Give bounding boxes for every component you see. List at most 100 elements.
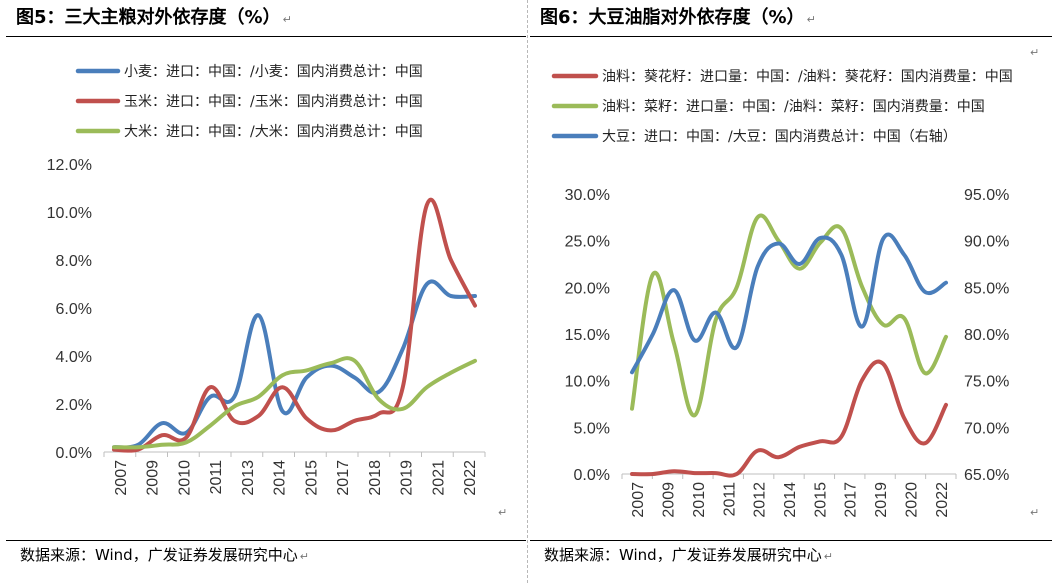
data-point xyxy=(630,370,634,374)
data-point xyxy=(881,362,885,366)
data-point xyxy=(184,436,188,440)
paragraph-mark: ↵ xyxy=(299,550,309,563)
data-point xyxy=(672,288,676,292)
data-point xyxy=(651,332,655,336)
data-point xyxy=(329,428,333,432)
data-point xyxy=(232,395,236,399)
data-point xyxy=(473,359,477,363)
y-tick-label: 15.0% xyxy=(565,327,610,344)
chart-panel-right: 图6：大豆油脂对外依存度（%） ↵ 油料：葵花籽：进口量：中国：/油料：葵花籽：国… xyxy=(530,0,1052,583)
x-tick-label: 2017 xyxy=(843,482,860,518)
panel-divider xyxy=(527,0,528,583)
y-tick-label: 2.0% xyxy=(56,397,92,414)
x-tick-label: 2018 xyxy=(367,460,384,496)
chart-title-right: 图6：大豆油脂对外依存度（%） ↵ xyxy=(530,0,1052,37)
series-line xyxy=(630,232,948,375)
data-point xyxy=(208,395,212,399)
legend-label: 大米：进口：中国：/大米：国内消费总计：中国 xyxy=(124,124,423,140)
data-point xyxy=(735,285,739,289)
x-tick-label: 2010 xyxy=(176,460,193,496)
data-point xyxy=(797,262,801,266)
data-point xyxy=(756,449,760,453)
data-point xyxy=(714,311,718,315)
x-tick-label: 2021 xyxy=(430,460,447,496)
data-point xyxy=(944,281,948,285)
data-point xyxy=(944,335,948,339)
x-tick-label: 2012 xyxy=(752,482,769,518)
data-point xyxy=(449,258,453,262)
data-point xyxy=(902,316,906,320)
data-point xyxy=(232,419,236,423)
data-point xyxy=(256,395,260,399)
x-tick-label: 2014 xyxy=(782,482,799,518)
y2-tick-label: 85.0% xyxy=(964,280,1009,297)
data-point xyxy=(401,347,405,351)
x-tick-label: 2019 xyxy=(873,482,890,518)
data-point xyxy=(280,385,284,389)
data-point xyxy=(923,371,927,375)
y-tick-label: 6.0% xyxy=(56,301,92,318)
data-point xyxy=(184,440,188,444)
series-line xyxy=(112,279,477,450)
x-tick-label: 2019 xyxy=(399,460,416,496)
paragraph-mark: ↵ xyxy=(282,13,292,26)
data-point xyxy=(256,414,260,418)
x-tick-label: 2015 xyxy=(303,460,320,496)
data-point xyxy=(208,385,212,389)
data-point xyxy=(923,290,927,294)
x-tick-label: 2009 xyxy=(661,482,678,518)
data-point xyxy=(693,413,697,417)
legend-label: 油料：葵花籽：进口量：中国：/油料：葵花籽：国内消费量：中国 xyxy=(602,69,1013,85)
data-point xyxy=(305,368,309,372)
data-point xyxy=(305,416,309,420)
data-point xyxy=(280,373,284,377)
series-line xyxy=(630,359,948,478)
x-tick-label: 2022 xyxy=(934,482,951,518)
x-tick-label: 2014 xyxy=(272,460,289,496)
y2-tick-label: 95.0% xyxy=(964,187,1009,204)
x-tick-label: 2020 xyxy=(903,482,920,518)
y2-tick-label: 75.0% xyxy=(964,374,1009,391)
data-point xyxy=(473,294,477,298)
data-point xyxy=(672,469,676,473)
data-point xyxy=(944,403,948,407)
x-tick-label: 2015 xyxy=(812,482,829,518)
data-point xyxy=(353,359,357,363)
data-point xyxy=(672,341,676,345)
data-point xyxy=(630,472,634,476)
data-point xyxy=(160,443,164,447)
y-tick-label: 10.0% xyxy=(47,205,92,222)
data-point xyxy=(160,421,164,425)
data-point xyxy=(112,445,116,449)
data-point xyxy=(881,323,885,327)
data-point xyxy=(377,397,381,401)
y-tick-label: 30.0% xyxy=(565,187,610,204)
y2-tick-label: 80.0% xyxy=(964,327,1009,344)
chart-panel-left: 图5：三大主粮对外依存度（%） ↵ 小麦：进口：中国：/小麦：国内消费总计：中国玉… xyxy=(6,0,526,583)
data-point xyxy=(756,265,760,269)
y-tick-label: 20.0% xyxy=(565,280,610,297)
data-point xyxy=(449,294,453,298)
y2-tick-label: 90.0% xyxy=(964,234,1009,251)
data-point xyxy=(797,445,801,449)
data-point xyxy=(735,472,739,476)
x-tick-label: 2007 xyxy=(113,460,130,496)
data-point xyxy=(425,203,429,207)
chart-canvas-left: 小麦：进口：中国：/小麦：国内消费总计：中国玉米：进口：中国：/玉米：国内消费总… xyxy=(47,64,486,496)
data-point xyxy=(756,215,760,219)
chart-title-left: 图5：三大主粮对外依存度（%） ↵ xyxy=(6,0,526,37)
data-point xyxy=(860,325,864,329)
data-point xyxy=(902,253,906,257)
series-line xyxy=(112,197,477,453)
source-note-left: 数据来源：Wind，广发证券发展研究中心 ↵ xyxy=(6,540,526,569)
data-point xyxy=(860,285,864,289)
data-point xyxy=(425,282,429,286)
y-tick-label: 10.0% xyxy=(565,374,610,391)
data-point xyxy=(923,441,927,445)
data-point xyxy=(232,404,236,408)
data-point xyxy=(208,424,212,428)
data-point xyxy=(714,318,718,322)
data-point xyxy=(377,390,381,394)
data-point xyxy=(777,455,781,459)
data-point xyxy=(353,419,357,423)
